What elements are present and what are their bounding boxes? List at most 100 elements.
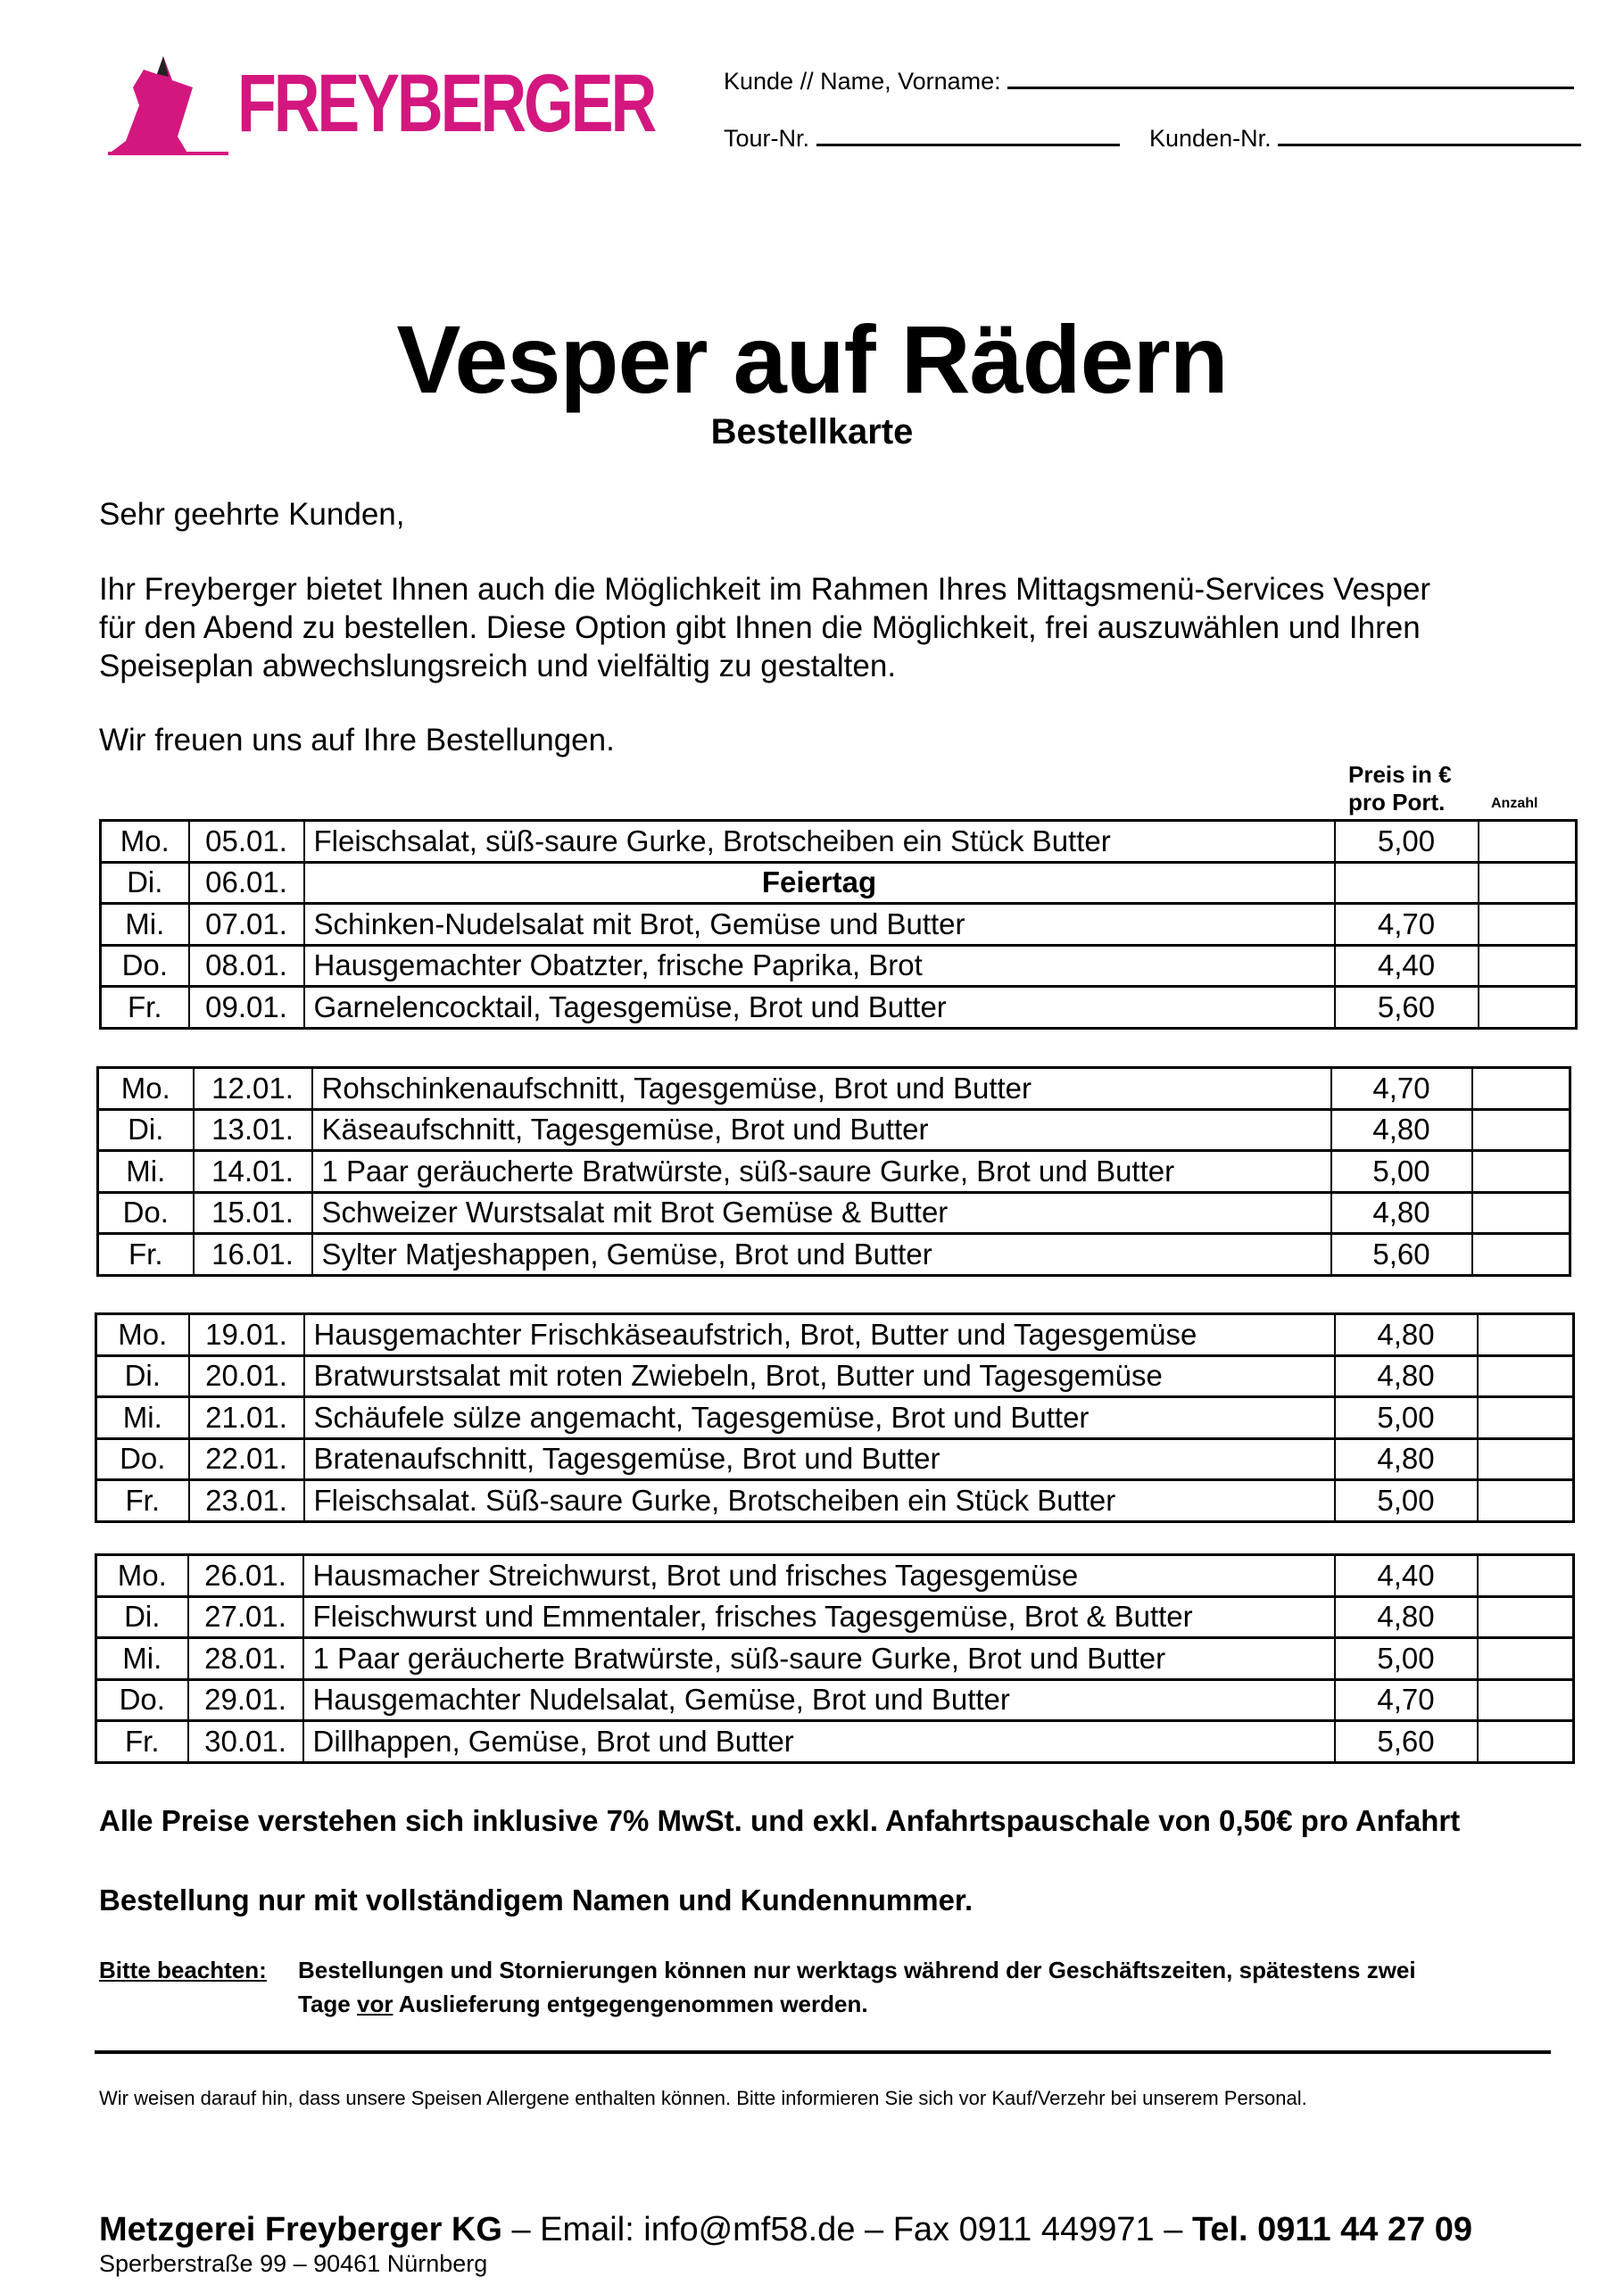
dish-cell: Schweizer Wurstsalat mit Brot Gemüse & B… [311,1191,1332,1235]
dish-cell: Käseaufschnitt, Tagesgemüse, Brot und Bu… [311,1108,1332,1152]
price-cell: 5,60 [1330,1232,1473,1276]
date-cell: 22.01. [187,1437,305,1481]
quantity-input[interactable] [1476,1395,1575,1439]
day-cell: Do. [99,944,190,988]
table-row: Mi. 07.01. Schinken-Nudelsalat mit Brot, G… [99,902,1578,946]
dish-cell: Hausgemachter Nudelsalat, Gemüse, Brot u… [302,1678,1336,1722]
dish-cell: Hausgemachter Obatzter, frische Paprika,… [302,944,1336,988]
table-row: Mo. 12.01. Rohschinkenaufschnitt, Tagesgem… [96,1066,1571,1110]
date-cell: 26.01. [186,1553,304,1597]
quantity-input[interactable] [1471,1066,1571,1110]
dish-cell: Rohschinkenaufschnitt, Tagesgemüse, Brot… [311,1066,1332,1110]
tour-number-field[interactable]: Tour-Nr. [724,125,1120,153]
date-cell: 16.01. [192,1232,313,1276]
quantity-input[interactable] [1471,1191,1571,1235]
date-cell: 20.01. [187,1354,305,1398]
quantity-input[interactable] [1476,1437,1575,1481]
table-row: Di. 13.01. Käseaufschnitt, Tagesgemüse, Br… [96,1108,1571,1152]
customer-name-field[interactable]: Kunde // Name, Vorname: [724,68,1575,95]
table-row: Mi. 28.01. 1 Paar geräucherte Bratwürste, … [95,1636,1575,1680]
attention-line-2: Tage vor Auslieferung entgegengenommen w… [298,1991,868,2017]
menu-week-table: Mo. 19.01. Hausgemachter Frischkäseaufstri… [95,1312,1575,1523]
table-row: Mo. 05.01. Fleischsalat, süß-saure Gurke, … [99,819,1578,863]
dish-cell: Bratenaufschnitt, Tagesgemüse, Brot und … [302,1437,1336,1481]
price-cell: 5,00 [1333,1636,1479,1680]
date-cell: 15.01. [192,1191,313,1235]
price-header-2: pro Port. [1348,789,1446,815]
attention-label: Bitte beachten: [99,1957,267,1983]
day-cell: Mo. [95,1553,189,1597]
price-cell: 4,80 [1330,1108,1473,1152]
quantity-input[interactable] [1476,1636,1575,1680]
day-cell: Do. [96,1191,195,1235]
quantity-input[interactable] [1476,1312,1575,1356]
quantity-input[interactable] [1471,1232,1571,1276]
price-cell: 4,40 [1333,1553,1479,1597]
dish-cell: 1 Paar geräucherte Bratwürste, süß-saure… [302,1636,1336,1680]
day-cell: Di. [99,861,190,905]
day-cell: Do. [95,1678,189,1722]
table-row: Fr. 30.01. Dillhappen, Gemüse, Brot und Bu… [95,1719,1575,1763]
quantity-input[interactable] [1477,819,1578,863]
day-cell: Fr. [99,985,190,1029]
day-cell: Mo. [99,819,190,863]
quantity-input[interactable] [1476,1678,1575,1722]
menu-week-table: Mo. 26.01. Hausmacher Streichwurst, Brot u… [95,1553,1575,1764]
date-cell: 19.01. [187,1312,305,1356]
day-cell: Di. [96,1108,195,1152]
quantity-input[interactable] [1477,861,1578,905]
dish-cell: Feiertag [302,861,1336,905]
quantity-input[interactable] [1477,944,1578,988]
date-cell: 30.01. [186,1719,304,1763]
day-cell: Di. [95,1595,189,1639]
greeting: Sehr geehrte Kunden, [99,497,405,532]
closing: Wir freuen uns auf Ihre Bestellungen. [99,723,615,758]
quantity-input[interactable] [1471,1108,1571,1152]
price-cell: 4,70 [1333,902,1479,946]
table-row: Mi. 21.01. Schäufele sülze angemacht, Tage… [95,1395,1575,1439]
price-cell: 5,00 [1330,1149,1473,1193]
price-cell: 4,70 [1330,1066,1473,1110]
table-row: Mo. 26.01. Hausmacher Streichwurst, Brot u… [95,1553,1575,1597]
quantity-input[interactable] [1476,1719,1575,1763]
page-subtitle: Bestellkarte [710,412,914,451]
day-cell: Mi. [96,1149,195,1193]
day-cell: Do. [95,1437,190,1481]
divider [95,2050,1551,2054]
table-row: Di. 27.01. Fleischwurst und Emmentaler, fr… [95,1595,1575,1639]
menu-week-table: Mo. 12.01. Rohschinkenaufschnitt, Tagesgem… [96,1066,1571,1277]
price-cell: 5,00 [1333,1478,1479,1522]
price-cell: 4,40 [1333,944,1479,988]
day-cell: Mo. [95,1312,190,1356]
day-cell: Mi. [99,902,190,946]
brand-name: FREYBERGER [237,58,657,149]
price-header-1: Preis in € [1348,761,1452,788]
dish-cell: Fleischsalat, süß-saure Gurke, Brotschei… [302,819,1336,863]
price-cell [1333,861,1479,905]
quantity-input[interactable] [1471,1149,1571,1193]
day-cell: Mi. [95,1395,190,1439]
dish-cell: Sylter Matjeshappen, Gemüse, Brot und Bu… [311,1232,1332,1276]
quantity-input[interactable] [1476,1354,1575,1398]
quantity-input[interactable] [1477,902,1578,946]
quantity-input[interactable] [1476,1595,1575,1639]
quantity-header: Anzahl [1491,796,1538,811]
day-cell: Fr. [96,1232,195,1276]
dish-cell: Hausgemachter Frischkäseaufstrich, Brot,… [302,1312,1336,1356]
date-cell: 06.01. [187,861,305,905]
table-row: Mi. 14.01. 1 Paar geräucherte Bratwürste, … [96,1149,1571,1193]
attention-line-1: Bestellungen und Stornierungen können nu… [298,1957,1416,1983]
footer-contact: Metzgerei Freyberger KG – Email: info@mf… [99,2211,1473,2248]
day-cell: Fr. [95,1719,189,1763]
date-cell: 21.01. [187,1395,305,1439]
price-cell: 4,80 [1333,1312,1479,1356]
quantity-input[interactable] [1477,985,1578,1029]
price-cell: 5,00 [1333,819,1479,863]
table-row: Di. 20.01. Bratwurstsalat mit roten Zwiebe… [95,1354,1575,1398]
date-cell: 05.01. [187,819,305,863]
customer-number-field[interactable]: Kunden-Nr. [1149,125,1582,153]
quantity-input[interactable] [1476,1553,1575,1597]
dish-cell: Schinken-Nudelsalat mit Brot, Gemüse und… [302,902,1336,946]
date-cell: 12.01. [192,1066,313,1110]
quantity-input[interactable] [1476,1478,1575,1522]
